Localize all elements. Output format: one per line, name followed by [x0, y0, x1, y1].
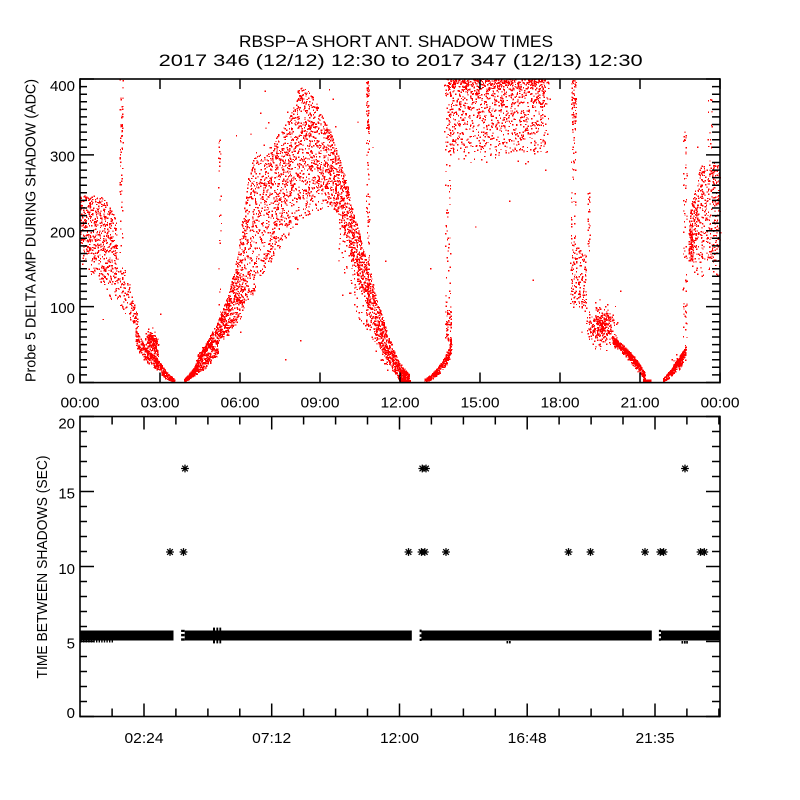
svg-text:15: 15	[58, 485, 75, 502]
svg-text:16:48: 16:48	[508, 730, 547, 747]
svg-text:Probe 5 DELTA AMP DURING SHADO: Probe 5 DELTA AMP DURING SHADOW (ADC)	[23, 79, 40, 382]
svg-text:10: 10	[58, 561, 75, 578]
svg-text:09:00: 09:00	[301, 395, 340, 412]
svg-text:06:00: 06:00	[221, 395, 260, 412]
svg-text:2017 346 (12/12) 12:30 to 2017: 2017 346 (12/12) 12:30 to 2017 347 (12/1…	[159, 51, 643, 70]
svg-text:15:00: 15:00	[461, 395, 500, 412]
svg-text:20: 20	[58, 415, 75, 432]
svg-text:00:00: 00:00	[701, 395, 740, 412]
svg-text:21:00: 21:00	[621, 395, 660, 412]
svg-text:TIME BETWEEN SHADOWS (SEC): TIME BETWEEN SHADOWS (SEC)	[34, 455, 51, 678]
svg-text:18:00: 18:00	[541, 395, 580, 412]
svg-text:400: 400	[50, 78, 75, 95]
svg-text:02:24: 02:24	[125, 730, 164, 747]
svg-text:5: 5	[67, 635, 75, 652]
svg-text:0: 0	[67, 371, 75, 388]
svg-text:300: 300	[50, 149, 75, 166]
svg-text:RBSP−A SHORT ANT. SHADOW TIMES: RBSP−A SHORT ANT. SHADOW TIMES	[239, 32, 553, 51]
svg-text:12:00: 12:00	[380, 730, 419, 747]
svg-text:200: 200	[50, 224, 75, 241]
svg-text:03:00: 03:00	[141, 395, 180, 412]
svg-text:07:12: 07:12	[252, 730, 291, 747]
svg-text:0: 0	[67, 705, 75, 722]
svg-text:100: 100	[50, 300, 75, 317]
svg-text:12:00: 12:00	[381, 395, 420, 412]
svg-text:21:35: 21:35	[636, 730, 675, 747]
svg-text:00:00: 00:00	[61, 395, 100, 412]
